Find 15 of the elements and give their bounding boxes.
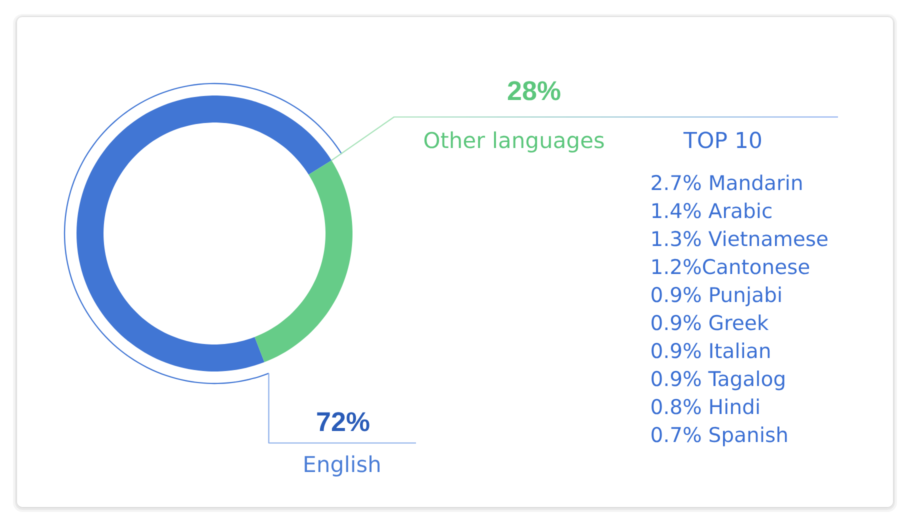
text: 0.9% Greek: [652, 314, 769, 330]
text: 0.9% Punjabi: [652, 286, 781, 306]
data-label: 28%: [508, 81, 560, 100]
text: 1.3% Vietnamese: [652, 230, 828, 246]
text: 1.2%Cantonese: [652, 258, 810, 274]
text: 0.9% Italian: [652, 342, 770, 358]
slice-label: English: [304, 455, 380, 477]
text: TOP 10: [683, 132, 762, 148]
text: 2.7% Mandarin: [652, 174, 802, 190]
text: 1.4% Arabic: [652, 202, 772, 218]
slice-label: Other languages: [424, 131, 604, 153]
text: 0.9% Tagalog: [652, 370, 784, 390]
text: 0.8% Hindi: [652, 398, 759, 414]
data-label: 72%: [317, 412, 370, 432]
text: 0.7% Spanish: [652, 426, 787, 446]
